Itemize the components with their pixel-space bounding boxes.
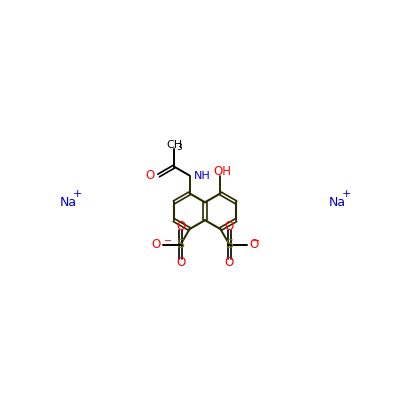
Text: S: S [176, 238, 184, 251]
Text: CH: CH [166, 140, 182, 150]
Text: O: O [146, 169, 155, 182]
Text: Na: Na [59, 196, 76, 208]
Text: O: O [225, 220, 234, 233]
Text: NH: NH [194, 170, 210, 180]
Text: O: O [151, 238, 160, 251]
Text: +: + [342, 189, 351, 199]
Text: +: + [72, 189, 82, 199]
Text: OH: OH [213, 165, 231, 178]
Text: −: − [252, 236, 260, 246]
Text: Na: Na [329, 196, 346, 208]
Text: O: O [176, 220, 185, 233]
Text: −: − [164, 236, 172, 246]
Text: O: O [250, 238, 259, 251]
Text: O: O [225, 256, 234, 269]
Text: S: S [226, 238, 234, 251]
Text: 3: 3 [177, 143, 182, 152]
Text: O: O [176, 256, 185, 269]
